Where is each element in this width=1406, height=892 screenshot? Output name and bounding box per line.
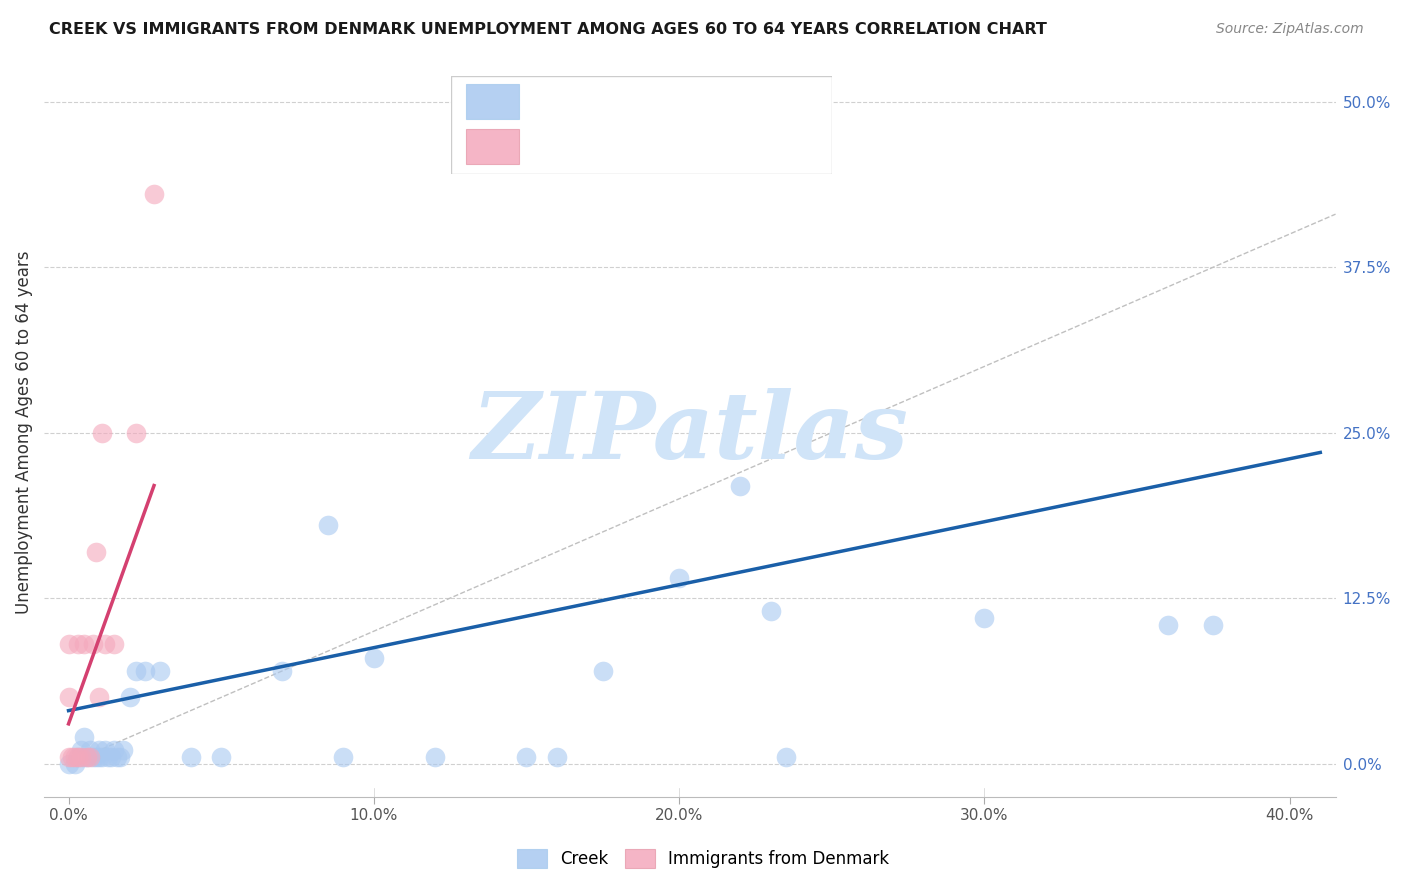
Point xyxy=(103,743,125,757)
Point xyxy=(271,664,294,678)
Point xyxy=(728,478,751,492)
Point xyxy=(82,750,104,764)
Point xyxy=(592,664,614,678)
Point xyxy=(87,750,110,764)
Point xyxy=(69,743,91,757)
Text: Source: ZipAtlas.com: Source: ZipAtlas.com xyxy=(1216,22,1364,37)
Point xyxy=(69,750,91,764)
Point xyxy=(91,425,114,440)
Point xyxy=(73,750,96,764)
Point xyxy=(84,750,107,764)
Point xyxy=(79,743,101,757)
Point xyxy=(143,187,166,202)
Point xyxy=(91,750,114,764)
Point xyxy=(58,756,80,771)
Point xyxy=(58,690,80,705)
Point xyxy=(180,750,202,764)
Point xyxy=(66,750,89,764)
Text: ZIPatlas: ZIPatlas xyxy=(471,388,908,477)
Point xyxy=(58,637,80,651)
Point xyxy=(100,750,122,764)
Point xyxy=(79,750,101,764)
Point xyxy=(973,611,995,625)
Point xyxy=(546,750,568,764)
Point xyxy=(134,664,156,678)
Point xyxy=(87,743,110,757)
Text: CREEK VS IMMIGRANTS FROM DENMARK UNEMPLOYMENT AMONG AGES 60 TO 64 YEARS CORRELAT: CREEK VS IMMIGRANTS FROM DENMARK UNEMPLO… xyxy=(49,22,1047,37)
Point xyxy=(76,750,98,764)
Point xyxy=(87,690,110,705)
Point xyxy=(125,425,148,440)
Point xyxy=(112,743,135,757)
Point xyxy=(125,664,148,678)
Y-axis label: Unemployment Among Ages 60 to 64 years: Unemployment Among Ages 60 to 64 years xyxy=(15,251,32,615)
Point xyxy=(363,650,385,665)
Point xyxy=(97,750,120,764)
Point xyxy=(73,637,96,651)
Point xyxy=(60,750,83,764)
Point xyxy=(94,637,117,651)
Point xyxy=(63,756,86,771)
Point xyxy=(94,743,117,757)
Point xyxy=(149,664,172,678)
Point xyxy=(105,750,128,764)
Point xyxy=(209,750,232,764)
Point xyxy=(66,637,89,651)
Point xyxy=(66,750,89,764)
Point xyxy=(1202,617,1225,632)
Point xyxy=(668,571,690,585)
Point xyxy=(775,750,797,764)
Point xyxy=(63,750,86,764)
Point xyxy=(1156,617,1178,632)
Point xyxy=(82,637,104,651)
Point xyxy=(316,518,339,533)
Point xyxy=(759,604,782,618)
Point xyxy=(84,545,107,559)
Point xyxy=(76,750,98,764)
Point xyxy=(515,750,537,764)
Point xyxy=(118,690,141,705)
Point xyxy=(423,750,446,764)
Point xyxy=(110,750,132,764)
Point xyxy=(103,637,125,651)
Legend: Creek, Immigrants from Denmark: Creek, Immigrants from Denmark xyxy=(510,842,896,875)
Point xyxy=(332,750,354,764)
Point xyxy=(73,730,96,744)
Point xyxy=(58,750,80,764)
